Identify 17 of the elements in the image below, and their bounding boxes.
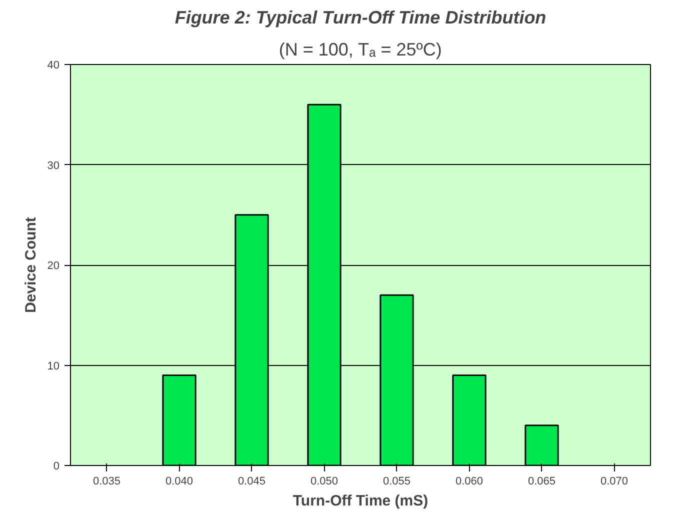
x-tick-label: 0.045 <box>238 476 266 488</box>
y-axis-title: Device Count <box>22 217 40 313</box>
y-tick-label: 30 <box>47 160 60 172</box>
x-tick-label: 0.050 <box>310 476 338 488</box>
x-tick-label: 0.070 <box>600 476 628 488</box>
y-tick-label: 0 <box>53 460 60 472</box>
x-tick-label: 0.055 <box>382 476 411 488</box>
x-tick-label: 0.065 <box>528 476 556 488</box>
x-axis-title: Turn-Off Time (mS) <box>292 492 428 510</box>
x-tick-label: 0.035 <box>92 476 121 488</box>
x-tick-label: 0.060 <box>455 476 484 488</box>
y-tick-label: 10 <box>47 360 60 372</box>
x-tick-label: 0.040 <box>165 476 194 488</box>
chart-subtitle: (N = 100, Tₐ = 25ºC) <box>278 40 442 60</box>
y-tick-label: 40 <box>47 60 60 72</box>
y-tick-label: 20 <box>47 260 60 272</box>
chart-title: Figure 2: Typical Turn-Off Time Distribution <box>174 8 546 28</box>
